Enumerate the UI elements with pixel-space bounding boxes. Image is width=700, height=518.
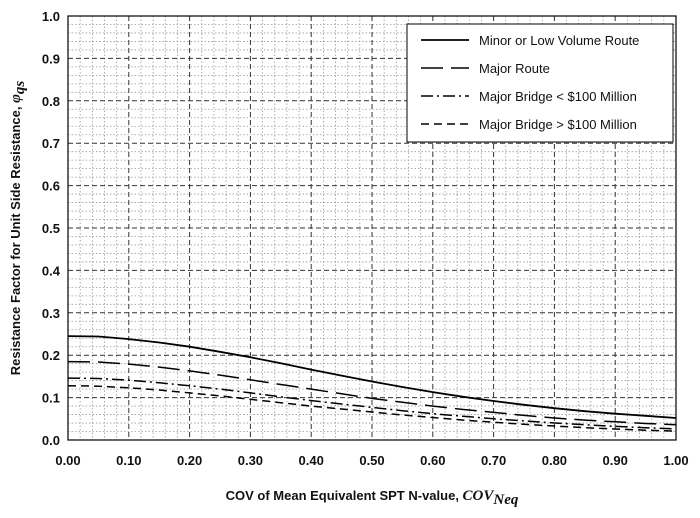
x-tick-label: 0.90	[603, 453, 628, 468]
series-line-4	[67, 384, 677, 432]
x-axis-title: COV of Mean Equivalent SPT N-value, COVN…	[226, 488, 519, 508]
series-line-1	[67, 335, 677, 419]
series-line-3	[67, 377, 677, 430]
y-tick-label: 0.2	[42, 348, 60, 363]
series-layer	[67, 335, 677, 432]
major-grid	[68, 16, 676, 440]
legend: Minor or Low Volume Route Major Route Majo…	[406, 23, 674, 143]
x-tick-labels: 0.00 0.10 0.20 0.30 0.40 0.50 0.60 0.70 0.80 0.90…	[55, 453, 688, 468]
x-tick-label: 0.10	[116, 453, 141, 468]
x-tick-label: 0.70	[481, 453, 506, 468]
y-tick-label: 0.6	[42, 179, 60, 194]
y-tick-label: 0.5	[42, 221, 60, 236]
y-tick-label: 0.4	[42, 263, 61, 278]
y-tick-label: 0.7	[42, 136, 60, 151]
x-axis-title-symbol: COV	[463, 488, 496, 504]
y-axis-title-text: Resistance Factor for Unit Side Resistan…	[8, 103, 23, 375]
y-axis-title-symbol: φ	[8, 94, 24, 103]
x-tick-label: 0.60	[420, 453, 445, 468]
y-axis-title: Resistance Factor for Unit Side Resistan…	[8, 81, 28, 376]
series-line-2	[67, 360, 677, 426]
legend-label-4: Major Bridge > $100 Million	[479, 117, 637, 132]
x-tick-label: 0.20	[177, 453, 202, 468]
plot-area	[67, 15, 677, 441]
x-axis-title-text: COV of Mean Equivalent SPT N-value,	[226, 488, 463, 503]
legend-label-3: Major Bridge < $100 Million	[479, 89, 637, 104]
legend-label-2: Major Route	[479, 61, 550, 76]
x-tick-label: 0.50	[359, 453, 384, 468]
y-tick-labels: 0.0 0.1 0.2 0.3 0.4 0.5 0.6 0.7 0.8 0.9 1.0	[42, 9, 61, 448]
y-axis-title-subscript: qs	[12, 81, 28, 95]
y-tick-label: 1.0	[42, 9, 60, 24]
x-tick-label: 1.00	[663, 453, 688, 468]
x-tick-label: 0.00	[55, 453, 80, 468]
y-tick-label: 0.0	[42, 433, 60, 448]
y-tick-label: 0.8	[42, 94, 60, 109]
legend-box	[406, 23, 674, 143]
x-tick-label: 0.30	[238, 453, 263, 468]
y-tick-label: 0.3	[42, 306, 60, 321]
legend-label-1: Minor or Low Volume Route	[479, 33, 639, 48]
y-tick-label: 0.1	[42, 391, 60, 406]
x-axis-title-subscript: Neq	[492, 492, 518, 508]
x-tick-label: 0.80	[542, 453, 567, 468]
x-tick-label: 0.40	[299, 453, 324, 468]
y-tick-label: 0.9	[42, 51, 60, 66]
